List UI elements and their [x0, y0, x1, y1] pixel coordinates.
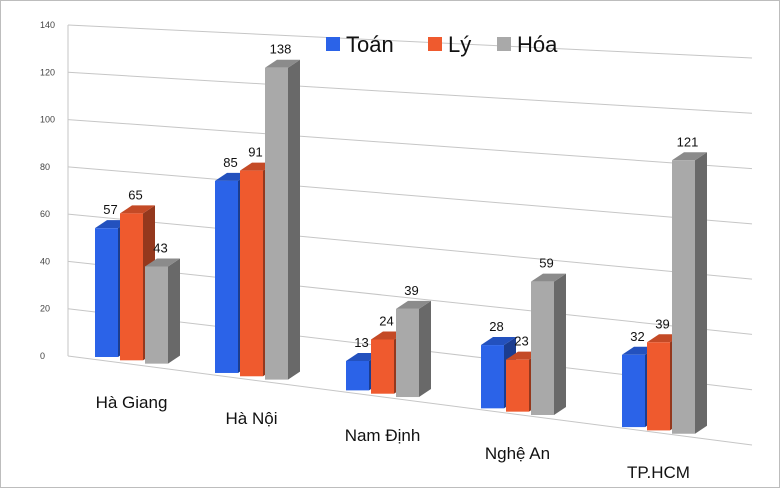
category-label-nghe-an: Nghệ An	[485, 444, 550, 463]
y-axis-ticks: 0 20 40 60 80 100 120 140	[40, 20, 55, 361]
data-label-tp-hcm-hoa: 121	[677, 134, 699, 149]
legend-label-ly: Lý	[448, 32, 471, 57]
gridline-120	[67, 71, 753, 114]
gridline-80	[67, 166, 753, 225]
data-label-nghe-an-hoa: 59	[539, 256, 553, 271]
legend-label-hoa: Hóa	[517, 32, 558, 57]
bar-ha-giang-hoa	[145, 258, 180, 364]
data-label-tp-hcm-toan: 32	[630, 329, 644, 344]
bar-nam-dinh-hoa	[396, 300, 431, 398]
category-label-ha-giang: Hà Giang	[96, 393, 168, 412]
y-tick-label-60: 60	[40, 209, 50, 219]
gridline-100	[67, 119, 753, 170]
legend-item-toan: Toán	[326, 32, 394, 57]
bar-ha-noi-hoa	[265, 59, 300, 380]
category-label-ha-noi: Hà Nội	[226, 409, 278, 428]
y-tick-label-80: 80	[40, 162, 50, 172]
category-label-nam-dinh: Nam Định	[345, 426, 421, 445]
y-tick-label-40: 40	[40, 256, 50, 266]
gridline-140	[67, 24, 753, 59]
data-label-ha-noi-ly: 91	[248, 145, 262, 160]
data-label-nam-dinh-toan: 13	[354, 335, 368, 350]
legend: Toán Lý Hóa	[326, 32, 558, 57]
data-label-ha-noi-hoa: 138	[270, 42, 292, 57]
gridline-60	[67, 213, 753, 280]
y-tick-label-120: 120	[40, 67, 55, 77]
gridline-40	[67, 260, 753, 335]
y-tick-label-140: 140	[40, 20, 55, 30]
bar-nghe-an-hoa	[531, 273, 566, 415]
data-label-nghe-an-ly: 23	[514, 334, 528, 349]
legend-item-ly: Lý	[428, 32, 471, 57]
data-label-tp-hcm-ly: 39	[655, 316, 669, 331]
legend-item-hoa: Hóa	[497, 32, 558, 57]
category-labels: Hà Giang Hà Nội Nam Định Nghệ An TP.HCM	[96, 393, 690, 482]
legend-label-toan: Toán	[346, 32, 394, 57]
data-label-nam-dinh-hoa: 39	[404, 283, 418, 298]
bars	[95, 59, 707, 434]
y-tick-label-20: 20	[40, 304, 50, 314]
data-label-ha-giang-ly: 65	[128, 187, 142, 202]
legend-swatch-hoa	[497, 37, 511, 51]
data-labels: 57 65 43 85 91 138 13 24 39 28 23 59 32 39 121	[103, 42, 698, 350]
category-label-tp-hcm: TP.HCM	[627, 463, 690, 482]
legend-swatch-ly	[428, 37, 442, 51]
data-label-ha-noi-toan: 85	[223, 155, 237, 170]
bar-tp-hcm-hoa	[672, 152, 707, 434]
y-tick-label-100: 100	[40, 115, 55, 125]
data-label-ha-giang-toan: 57	[103, 202, 117, 217]
y-tick-label-0: 0	[40, 351, 45, 361]
gridline-0	[67, 355, 753, 446]
data-label-nam-dinh-ly: 24	[379, 313, 393, 328]
legend-swatch-toan	[326, 37, 340, 51]
data-label-ha-giang-hoa: 43	[153, 240, 167, 255]
data-label-nghe-an-toan: 28	[489, 319, 503, 334]
